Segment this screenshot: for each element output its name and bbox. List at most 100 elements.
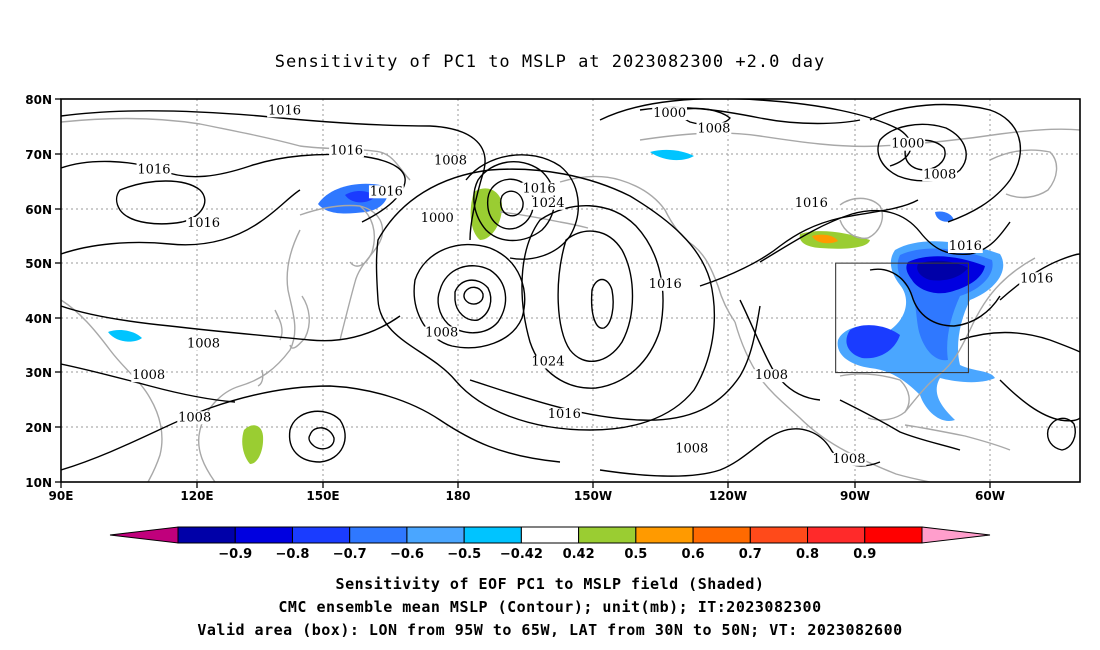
colorbar-tick-label: −0.5 [447,547,481,562]
shade-negative-siberia-core [345,191,375,203]
lat-label-60n: 60N [25,203,52,217]
colorbar-tick-label: −0.9 [218,547,252,562]
lat-label-80n: 80N [25,93,52,107]
contour-label: 1016 [523,182,556,197]
contour-label-bg [831,452,867,466]
colorbar-tick-label: 0.9 [853,547,876,562]
contour-label-bg [890,137,926,151]
contour-label-bg [674,442,710,456]
coast-asia-arctic [61,117,411,181]
contour-1012-atlantic [999,379,1080,422]
colorbar-swatch [349,526,408,544]
lat-label-20n: 20N [25,421,52,435]
gridlines [61,99,1080,482]
tick-marks [55,98,991,488]
contour-label-bg [177,411,213,425]
contour-label-bg [647,277,683,291]
contour-label-bg [754,369,789,383]
contour-1008-bering-low [473,161,556,242]
contour-label: 1016 [137,162,170,177]
colorbar-swatch [749,526,809,544]
caption-line-2: CMC ensemble mean MSLP (Contour); unit(m… [278,598,821,616]
contour-label: 1008 [755,368,788,383]
contour-label-bg [131,369,167,383]
contour-label: 1000 [891,137,924,152]
contour-1004-aleutian-low [437,265,507,334]
coast-gulf-coast [839,373,910,421]
contour-label-bg [433,154,468,168]
colorbar-upper-extend [921,526,991,544]
coast-caribbean [904,424,1011,451]
lat-label-30n: 30N [25,366,52,380]
colorbar-tick-label: −0.7 [333,547,367,562]
contour-1008-north-atlantic [869,103,1021,223]
contour-label-bg [329,144,364,158]
contour-1008-gulf [839,399,961,451]
contour-1020-pacific-high [521,204,664,389]
contour-1016-pacific-high-outer [375,168,716,431]
contour-label: 1016 [1020,271,1053,286]
contour-label-bg [186,217,221,231]
contour-1024-pacific-high [557,230,634,363]
colorbar-swatch [520,526,580,544]
contour-label: 1000 [421,211,454,226]
caption-line-3: Valid area (box): LON from 95W to 65W, L… [197,621,902,639]
contour-label: 1016 [187,216,220,231]
colorbar-tick-label: −0.42 [500,547,543,562]
contour-1016-east-us [869,268,1001,327]
coast-hudson-bay [839,197,884,239]
lon-label-60w: 60W [975,489,1005,503]
contour-1016-asia-south [61,189,301,255]
contour-label-bg [922,168,958,182]
coast-kamchatka [349,205,376,267]
contour-1012-caribbean [1046,417,1076,451]
shade-negative-atlantic [935,211,954,222]
colorbar-tick-label: 0.6 [682,547,705,562]
contour-label: 1008 [675,441,708,456]
colorbar-swatch [234,526,293,544]
lon-label-120e: 120E [180,489,213,503]
contour-label-bg [368,185,404,199]
colorbar-tick-label: −0.6 [390,547,424,562]
colorbar-tick-label: 0.8 [796,547,819,562]
contour-1000-bering-low [499,190,524,217]
shade-positive-bering [470,188,503,240]
map-frame [60,98,1081,483]
colorbar-swatch [864,526,923,544]
colorbar-tick-label: 0.5 [624,547,647,562]
contour-1008-asia [61,305,401,342]
lon-label-90w: 90W [840,489,870,503]
contour-label: 1008 [178,410,211,425]
shade-negative-india [108,330,142,342]
contour-label: 1008 [832,452,865,467]
lat-label-10n: 10N [25,476,52,490]
contour-label: 1008 [697,121,730,136]
colorbar-tick-label: 0.42 [563,547,595,562]
lat-label-40n: 40N [25,312,52,326]
contour-label-bg [136,163,172,177]
lon-label-120w: 120W [709,489,747,503]
contour-label: 1008 [425,325,458,340]
contour-labels: 1016 1000 1008 1000 1016 1016 1008 1008 1016 1016… [131,103,1055,467]
coast-east-asia [198,229,301,482]
contour-label: 1016 [795,196,828,211]
contour-label: 1008 [923,167,956,182]
contour-1016-west-canada [699,199,919,287]
map-panel: 1016 1000 1008 1000 1016 1016 1008 1008 1016 1016… [25,93,1081,503]
coast-india-se-asia [61,299,163,482]
contour-label-bg [947,240,983,254]
colorbar-swatch [692,526,751,544]
contour-label-bg [530,196,566,210]
longitude-labels: 90E 120E 150E 180 150W 120W 90W 60W [49,489,1005,503]
caption-line-1: Sensitivity of EOF PC1 to MSLP field (Sh… [336,575,765,593]
contour-label: 1016 [330,143,363,158]
contour-label: 1016 [548,407,581,422]
contour-label-bg [424,326,460,340]
latitude-labels: 80N 70N 60N 50N 40N 30N 20N 10N [25,93,52,490]
contour-1016-east-pacific [469,305,761,421]
coast-east-us [904,257,1036,413]
contour-label: 1024 [531,196,564,211]
shade-positive-philippine-sea [242,425,264,464]
colorbar-swatch [635,526,694,544]
